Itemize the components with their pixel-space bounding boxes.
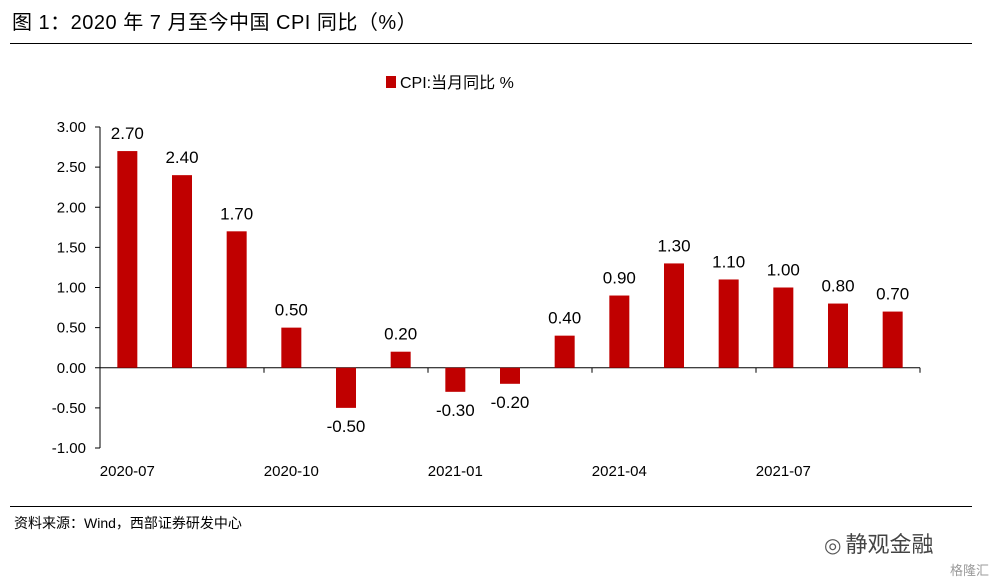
data-label: -0.20 <box>491 393 530 412</box>
bar-2020-08 <box>172 175 192 368</box>
data-label: 1.30 <box>657 236 690 255</box>
bar-2021-07 <box>773 287 794 368</box>
x-tick-label: 2021-04 <box>592 463 647 480</box>
legend-swatch <box>386 76 396 88</box>
legend-label: CPI:当月同比 % <box>400 74 514 92</box>
source-note: 资料来源：Wind，西部证券研发中心 <box>14 515 242 531</box>
y-tick-label: 3.00 <box>57 119 86 136</box>
chart-canvas: CPI:当月同比 % 3.00 2.50 2.00 1.50 1.00 0.50 0.00 -… <box>52 74 921 480</box>
bar-2021-02 <box>500 367 520 384</box>
bar-2020-07 <box>117 151 138 368</box>
data-label: 0.90 <box>603 269 636 288</box>
y-tick-label: 2.00 <box>57 199 86 216</box>
x-tick-label: 2021-01 <box>428 463 483 480</box>
data-labels: 2.70 2.40 1.70 0.50 -0.50 0.20 -0.30 -0.20 0.40 0… <box>111 124 909 436</box>
data-label: 0.70 <box>876 285 909 304</box>
chart-title: 图 1：2020 年 7 月至今中国 CPI 同比（%） <box>12 12 418 34</box>
bar-2021-06 <box>718 279 739 368</box>
wechat-icon: ◎ <box>824 535 842 557</box>
bar-2021-04 <box>609 295 630 368</box>
bottom-rule <box>10 506 972 507</box>
data-label: 0.40 <box>548 309 581 328</box>
y-tick-label: -0.50 <box>52 400 86 417</box>
data-label: 2.70 <box>111 124 144 143</box>
data-label: 1.70 <box>220 204 253 223</box>
bar-2021-09 <box>882 311 903 368</box>
y-tick-label: -1.00 <box>52 440 86 457</box>
bar-2021-01 <box>445 367 466 392</box>
brand-logo: ◎ 静观金融 <box>824 527 933 559</box>
bar-2021-08 <box>828 303 848 368</box>
data-label: 1.00 <box>767 261 800 280</box>
x-tick-label: 2020-10 <box>264 463 319 480</box>
data-label: 2.40 <box>165 148 198 167</box>
bar-2020-09 <box>226 231 247 368</box>
top-rule <box>10 43 972 44</box>
legend: CPI:当月同比 % <box>386 74 514 92</box>
bars <box>117 151 903 408</box>
bar-2020-11 <box>336 367 356 408</box>
axes: 3.00 2.50 2.00 1.50 1.00 0.50 0.00 -0.50 -1.00 20… <box>52 119 921 480</box>
data-label: 0.50 <box>275 301 308 320</box>
y-tick-label: 1.50 <box>57 239 86 256</box>
data-label: -0.30 <box>436 401 475 420</box>
bar-2021-05 <box>664 263 684 368</box>
data-label: -0.50 <box>327 417 366 436</box>
watermark: 格隆汇 <box>949 563 989 578</box>
y-tick-label: 1.00 <box>57 280 86 297</box>
y-tick-label: 0.50 <box>57 320 86 337</box>
data-label: 1.10 <box>712 252 745 271</box>
bar-2020-10 <box>281 327 302 368</box>
x-tick-label: 2020-07 <box>100 463 155 480</box>
data-label: 0.80 <box>821 277 854 296</box>
y-tick-label: 2.50 <box>57 159 86 176</box>
bar-2020-12 <box>390 351 411 368</box>
y-tick-label: 0.00 <box>57 360 86 377</box>
x-tick-label: 2021-07 <box>756 463 811 480</box>
bar-2021-03 <box>554 335 575 368</box>
data-label: 0.20 <box>384 325 417 344</box>
brand-name: 静观金融 <box>845 532 934 557</box>
